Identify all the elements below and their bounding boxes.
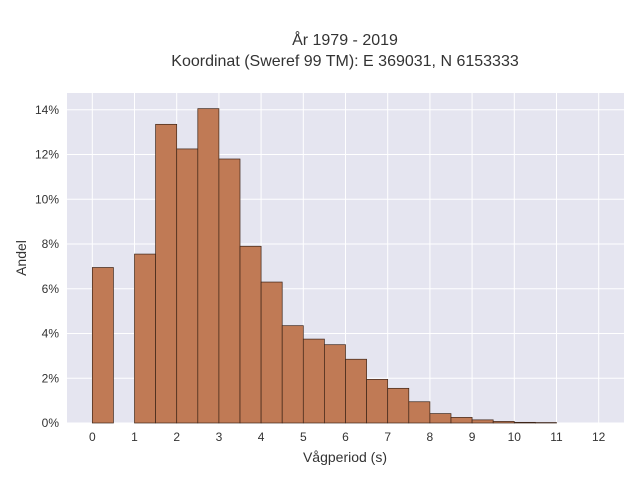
y-tick-label-5: 10% [35, 192, 59, 206]
bar-12 [366, 379, 389, 424]
x-tick-label-11: 11 [550, 430, 563, 444]
bar-1 [134, 253, 156, 424]
bar-5 [218, 158, 241, 424]
x-tick-label-1: 1 [131, 430, 138, 444]
x-tick-label-2: 2 [173, 430, 180, 444]
bar-14 [408, 401, 431, 424]
chart-title: År 1979 - 2019 Koordinat (Sweref 99 TM):… [171, 30, 519, 70]
y-axis-title: Andel [13, 240, 29, 276]
y-tick-label-1: 2% [42, 371, 60, 385]
chart-title-line-2: Koordinat (Sweref 99 TM): E 369031, N 61… [171, 53, 519, 70]
y-tick-label-3: 6% [42, 282, 60, 296]
bar-10 [324, 344, 346, 424]
y-tick-label-6: 12% [35, 148, 59, 162]
y-tick-label-7: 14% [35, 103, 59, 117]
x-tick-label-8: 8 [427, 430, 434, 444]
x-tick-label-4: 4 [258, 430, 265, 444]
bar-0 [91, 267, 114, 424]
bar-19 [513, 421, 536, 424]
bars [91, 108, 557, 424]
x-axis-title: Vågperiod (s) [303, 449, 387, 465]
x-tick-label-6: 6 [342, 430, 349, 444]
bar-9 [302, 338, 325, 424]
x-tick-label-3: 3 [216, 430, 223, 444]
bar-16 [450, 417, 473, 424]
bar-4 [197, 108, 220, 424]
bar-2 [155, 123, 178, 424]
y-tick-label-4: 8% [42, 237, 60, 251]
bar-17 [471, 419, 494, 424]
bar-13 [387, 387, 410, 424]
y-tick-label-0: 0% [42, 416, 60, 430]
bar-15 [429, 413, 452, 424]
x-axis-ticks: 0 1 2 3 4 5 6 7 8 9 10 11 12 [89, 430, 606, 444]
x-tick-label-12: 12 [592, 430, 606, 444]
chart-title-line-1: År 1979 - 2019 [292, 30, 398, 49]
bar-6 [239, 245, 262, 424]
bar-11 [345, 358, 367, 424]
x-tick-label-9: 9 [469, 430, 476, 444]
x-tick-label-5: 5 [300, 430, 307, 444]
x-tick-label-7: 7 [384, 430, 391, 444]
bar-7 [260, 281, 283, 424]
y-tick-label-2: 4% [42, 327, 60, 341]
bar-3 [176, 148, 199, 424]
bar-18 [492, 421, 515, 424]
x-tick-label-10: 10 [508, 430, 522, 444]
bar-8 [281, 325, 304, 424]
y-axis-ticks: 0% 2% 4% 6% 8% 10% 12% 14% [35, 103, 59, 430]
x-tick-label-0: 0 [89, 430, 96, 444]
